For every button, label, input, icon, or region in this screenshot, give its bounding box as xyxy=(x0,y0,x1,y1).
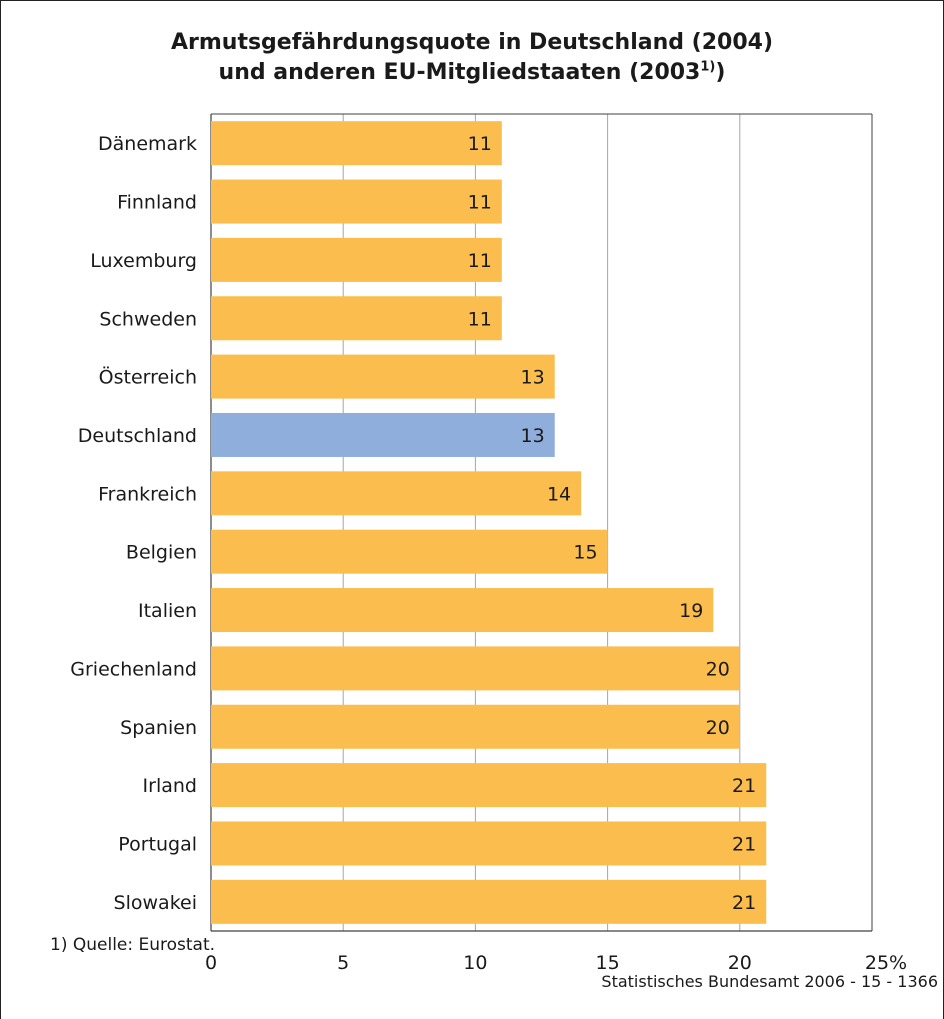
data-label-1: 11 xyxy=(468,192,492,214)
x-tick-label-2: 10 xyxy=(463,952,487,974)
category-label-6: Frankreich xyxy=(98,483,197,505)
chart-title-line-2-end: ) xyxy=(715,60,726,85)
x-tick-label-1: 5 xyxy=(337,952,349,974)
gridlines xyxy=(210,113,873,932)
bar-13 xyxy=(211,879,767,924)
data-label-4: 13 xyxy=(521,367,545,389)
category-label-7: Belgien xyxy=(126,542,197,564)
category-label-9: Griechenland xyxy=(70,658,197,680)
category-label-10: Spanien xyxy=(120,717,197,739)
x-tick-label-4: 20 xyxy=(728,952,752,974)
bar-6 xyxy=(211,471,582,516)
x-tick-label-5: 25% xyxy=(865,952,907,974)
bar-5 xyxy=(211,412,555,457)
data-label-5: 13 xyxy=(521,425,545,447)
footnote: 1) Quelle: Eurostat. xyxy=(50,935,216,955)
bar-3 xyxy=(211,296,502,341)
data-label-3: 11 xyxy=(468,308,492,330)
bar-12 xyxy=(211,821,767,866)
chart-title: Armutsgefährdungsquote in Deutschland (2… xyxy=(0,28,944,88)
data-label-11: 21 xyxy=(732,775,756,797)
bar-9 xyxy=(211,646,740,691)
chart-title-line-2-text: und anderen EU-Mitgliedstaaten (2003 xyxy=(218,60,701,85)
category-label-8: Italien xyxy=(138,600,197,622)
category-label-3: Schweden xyxy=(99,308,197,330)
x-tick-label-3: 15 xyxy=(596,952,620,974)
category-label-12: Portugal xyxy=(118,833,197,855)
bar-10 xyxy=(211,704,740,749)
x-tick-label-0: 0 xyxy=(205,952,217,974)
bar-8 xyxy=(211,588,714,633)
data-label-2: 11 xyxy=(468,250,492,272)
category-labels: Dänemark Finnland Luxemburg Schweden Österre… xyxy=(70,133,197,914)
category-label-5: Deutschland xyxy=(78,425,197,447)
data-label-7: 15 xyxy=(573,542,597,564)
category-label-2: Luxemburg xyxy=(90,250,197,272)
x-tick-labels: 0 5 10 15 20 25% xyxy=(205,952,907,974)
bar-7 xyxy=(211,529,608,574)
chart-title-line-1: Armutsgefährdungsquote in Deutschland (2… xyxy=(170,30,774,55)
data-label-8: 19 xyxy=(679,600,703,622)
data-label-12: 21 xyxy=(732,833,756,855)
category-label-11: Irland xyxy=(143,775,197,797)
source-note: Statistisches Bundesamt 2006 - 15 - 1366 xyxy=(601,972,938,991)
data-labels: 11 11 11 11 13 13 14 15 19 20 20 21 21 21 xyxy=(468,133,757,914)
bars xyxy=(211,121,767,924)
data-label-0: 11 xyxy=(468,133,492,155)
bar-0 xyxy=(211,121,502,166)
chart-title-footnote-mark: 1) xyxy=(700,59,716,75)
category-label-1: Finnland xyxy=(117,192,197,214)
data-label-10: 20 xyxy=(706,717,730,739)
data-label-6: 14 xyxy=(547,483,571,505)
bar-1 xyxy=(211,179,502,224)
bar-2 xyxy=(211,237,502,282)
data-label-13: 21 xyxy=(732,892,756,914)
chart-title-line-2: und anderen EU-Mitgliedstaaten (20031)) xyxy=(0,58,944,88)
bar-4 xyxy=(211,354,555,399)
category-label-4: Österreich xyxy=(99,366,197,389)
category-label-13: Slowakei xyxy=(114,892,197,914)
category-label-0: Dänemark xyxy=(98,133,197,155)
bar-11 xyxy=(211,763,767,808)
data-label-9: 20 xyxy=(706,658,730,680)
